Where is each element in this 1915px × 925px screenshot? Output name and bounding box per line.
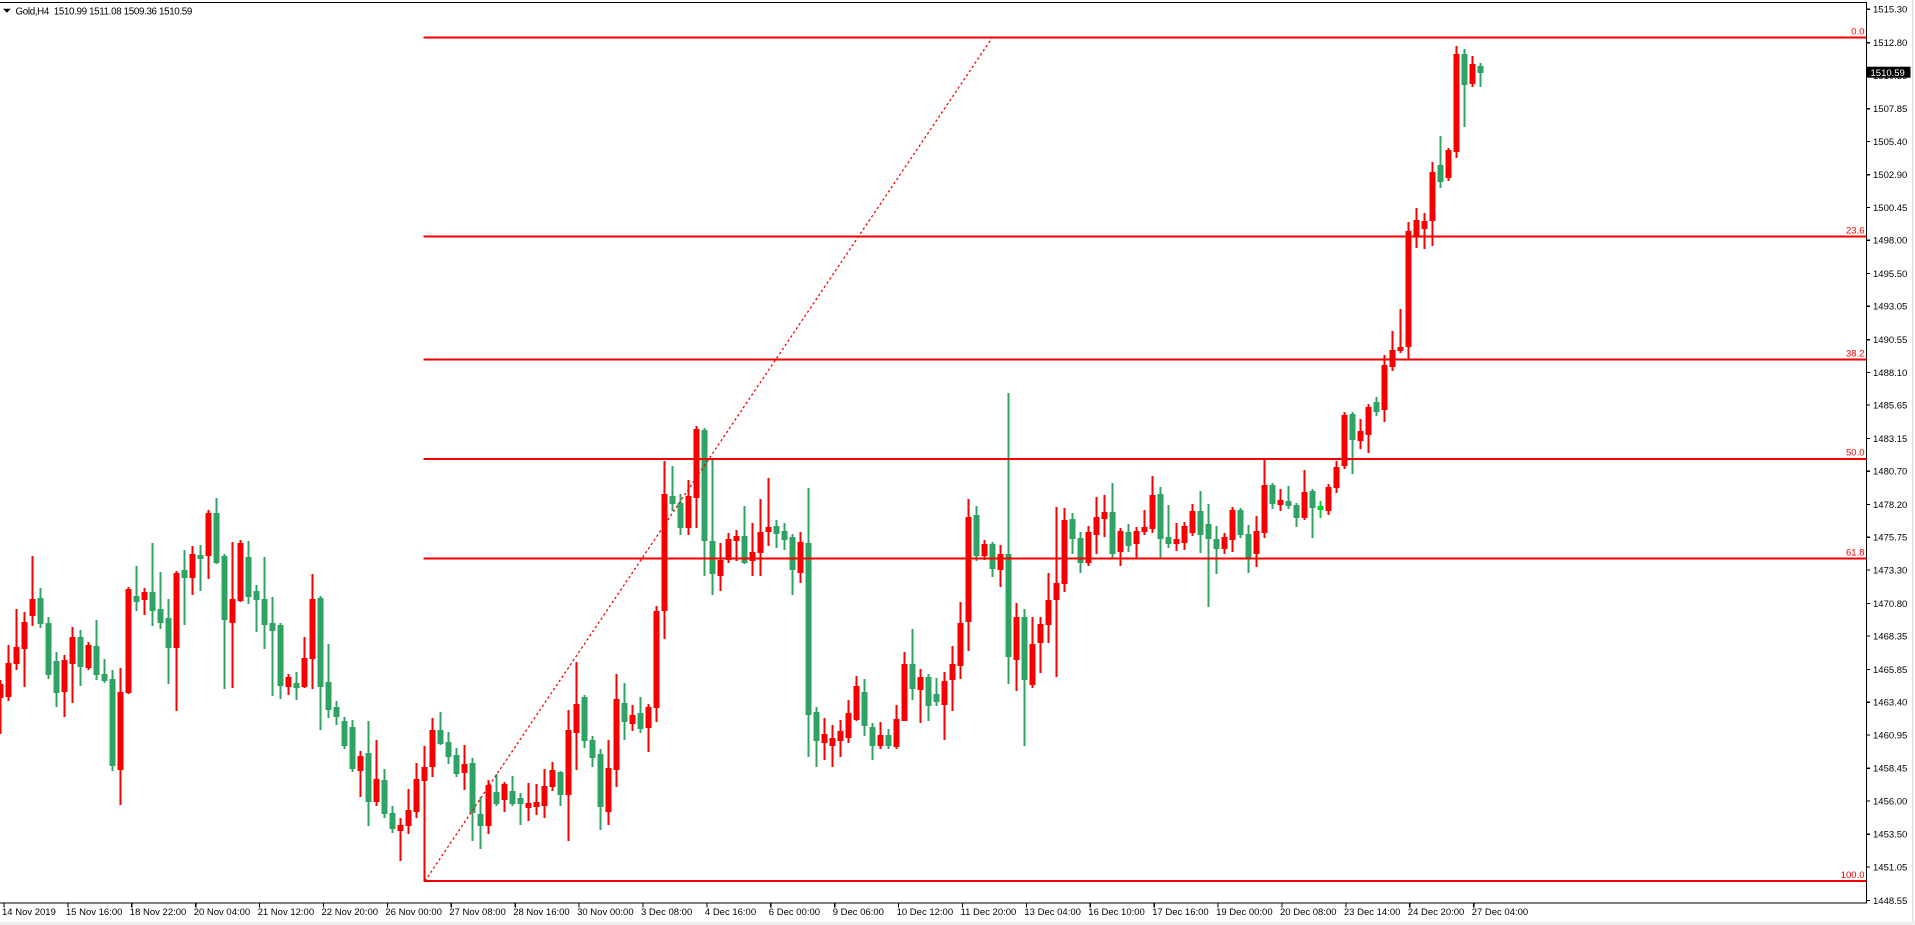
svg-text:18 Nov 22:00: 18 Nov 22:00 xyxy=(130,907,187,918)
svg-text:1507.85: 1507.85 xyxy=(1873,104,1907,115)
svg-text:1485.65: 1485.65 xyxy=(1873,401,1907,412)
svg-text:1456.00: 1456.00 xyxy=(1873,796,1907,807)
svg-text:1448.55: 1448.55 xyxy=(1873,896,1907,907)
svg-text:28 Nov 16:00: 28 Nov 16:00 xyxy=(513,907,570,918)
svg-text:16 Dec 10:00: 16 Dec 10:00 xyxy=(1088,907,1145,918)
svg-text:1495.50: 1495.50 xyxy=(1873,269,1907,280)
svg-text:11 Dec 20:00: 11 Dec 20:00 xyxy=(961,907,1017,918)
svg-text:38.2: 38.2 xyxy=(1846,348,1865,359)
svg-text:1463.40: 1463.40 xyxy=(1873,698,1907,709)
svg-text:1498.00: 1498.00 xyxy=(1873,236,1907,247)
svg-text:23.6: 23.6 xyxy=(1846,225,1865,236)
svg-text:Gold,H4 1510.99 1511.08 1509.: Gold,H4 1510.99 1511.08 1509.36 1510.59 xyxy=(16,7,192,18)
svg-text:1500.45: 1500.45 xyxy=(1873,203,1907,214)
svg-text:1505.40: 1505.40 xyxy=(1873,137,1907,148)
svg-text:9 Dec 06:00: 9 Dec 06:00 xyxy=(833,907,884,918)
svg-text:50.0: 50.0 xyxy=(1846,448,1865,459)
svg-text:17 Dec 16:00: 17 Dec 16:00 xyxy=(1152,907,1209,918)
svg-text:1483.15: 1483.15 xyxy=(1873,434,1907,445)
svg-text:24 Dec 20:00: 24 Dec 20:00 xyxy=(1408,907,1465,918)
svg-text:26 Nov 00:00: 26 Nov 00:00 xyxy=(385,907,442,918)
svg-text:3 Dec 08:00: 3 Dec 08:00 xyxy=(641,907,692,918)
svg-text:10 Dec 12:00: 10 Dec 12:00 xyxy=(897,907,954,918)
svg-text:21 Nov 12:00: 21 Nov 12:00 xyxy=(258,907,315,918)
svg-text:1451.05: 1451.05 xyxy=(1873,862,1907,873)
svg-text:4 Dec 16:00: 4 Dec 16:00 xyxy=(705,907,756,918)
svg-text:13 Dec 04:00: 13 Dec 04:00 xyxy=(1024,907,1081,918)
svg-text:20 Dec 08:00: 20 Dec 08:00 xyxy=(1280,907,1337,918)
svg-text:1475.75: 1475.75 xyxy=(1873,533,1907,544)
svg-text:1468.35: 1468.35 xyxy=(1873,632,1907,643)
svg-text:1510.59: 1510.59 xyxy=(1871,68,1905,79)
svg-text:1512.80: 1512.80 xyxy=(1873,38,1907,49)
svg-text:23 Dec 14:00: 23 Dec 14:00 xyxy=(1344,907,1401,918)
svg-text:15 Nov 16:00: 15 Nov 16:00 xyxy=(66,907,123,918)
svg-text:27 Nov 08:00: 27 Nov 08:00 xyxy=(449,907,506,918)
svg-text:1515.30: 1515.30 xyxy=(1873,5,1907,16)
svg-text:1465.85: 1465.85 xyxy=(1873,665,1907,676)
svg-text:1460.95: 1460.95 xyxy=(1873,730,1907,741)
svg-text:6 Dec 00:00: 6 Dec 00:00 xyxy=(769,907,820,918)
svg-text:1453.50: 1453.50 xyxy=(1873,830,1907,841)
svg-text:14 Nov 2019: 14 Nov 2019 xyxy=(2,907,56,918)
svg-text:19 Dec 00:00: 19 Dec 00:00 xyxy=(1216,907,1273,918)
svg-text:1473.30: 1473.30 xyxy=(1873,565,1907,576)
svg-text:1490.55: 1490.55 xyxy=(1873,335,1907,346)
svg-text:1493.05: 1493.05 xyxy=(1873,302,1907,313)
svg-text:30 Nov 00:00: 30 Nov 00:00 xyxy=(577,907,634,918)
svg-text:1478.20: 1478.20 xyxy=(1873,500,1907,511)
svg-text:0.0: 0.0 xyxy=(1851,26,1864,37)
svg-text:61.8: 61.8 xyxy=(1846,547,1865,558)
svg-text:27 Dec 04:00: 27 Dec 04:00 xyxy=(1472,907,1529,918)
svg-text:1480.70: 1480.70 xyxy=(1873,467,1907,478)
svg-text:100.0: 100.0 xyxy=(1841,870,1865,881)
svg-text:20 Nov 04:00: 20 Nov 04:00 xyxy=(194,907,251,918)
svg-text:1488.10: 1488.10 xyxy=(1873,368,1907,379)
svg-text:1470.80: 1470.80 xyxy=(1873,599,1907,610)
svg-text:22 Nov 20:00: 22 Nov 20:00 xyxy=(322,907,379,918)
svg-text:1502.90: 1502.90 xyxy=(1873,170,1907,181)
svg-text:1458.45: 1458.45 xyxy=(1873,764,1907,775)
